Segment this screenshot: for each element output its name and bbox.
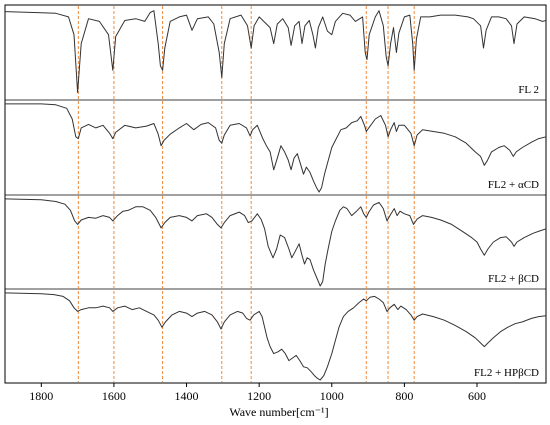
x-axis: 1800 1600 1400 1200 1000 800 600 bbox=[29, 383, 486, 403]
spectrum-trace bbox=[4, 292, 547, 381]
series-label: FL2 + αCD bbox=[488, 179, 539, 191]
series-label: FL2 + βCD bbox=[488, 273, 539, 285]
spectrum-trace bbox=[4, 10, 547, 93]
spectrum-trace bbox=[4, 198, 547, 287]
x-tick-label: 1600 bbox=[102, 389, 126, 403]
x-tick-label: 800 bbox=[395, 389, 413, 403]
spectra-traces bbox=[4, 10, 547, 381]
x-tick-label: 600 bbox=[468, 389, 486, 403]
series-label: FL 2 bbox=[518, 84, 539, 96]
reference-lines bbox=[77, 6, 415, 382]
x-tick-label: 1200 bbox=[247, 389, 271, 403]
x-tick-label: 1000 bbox=[320, 389, 344, 403]
series-label: FL2 + HPβCD bbox=[474, 367, 539, 379]
x-tick-label: 1400 bbox=[175, 389, 199, 403]
series-labels: FL 2 FL2 + αCD FL2 + βCD FL2 + HPβCD bbox=[474, 84, 539, 379]
plot-frame bbox=[4, 4, 547, 384]
x-axis-title: Wave number[cm⁻¹] bbox=[229, 405, 328, 419]
x-tick-label: 1800 bbox=[29, 389, 53, 403]
spectra-panels bbox=[4, 4, 547, 384]
spectrum-trace bbox=[5, 103, 547, 193]
